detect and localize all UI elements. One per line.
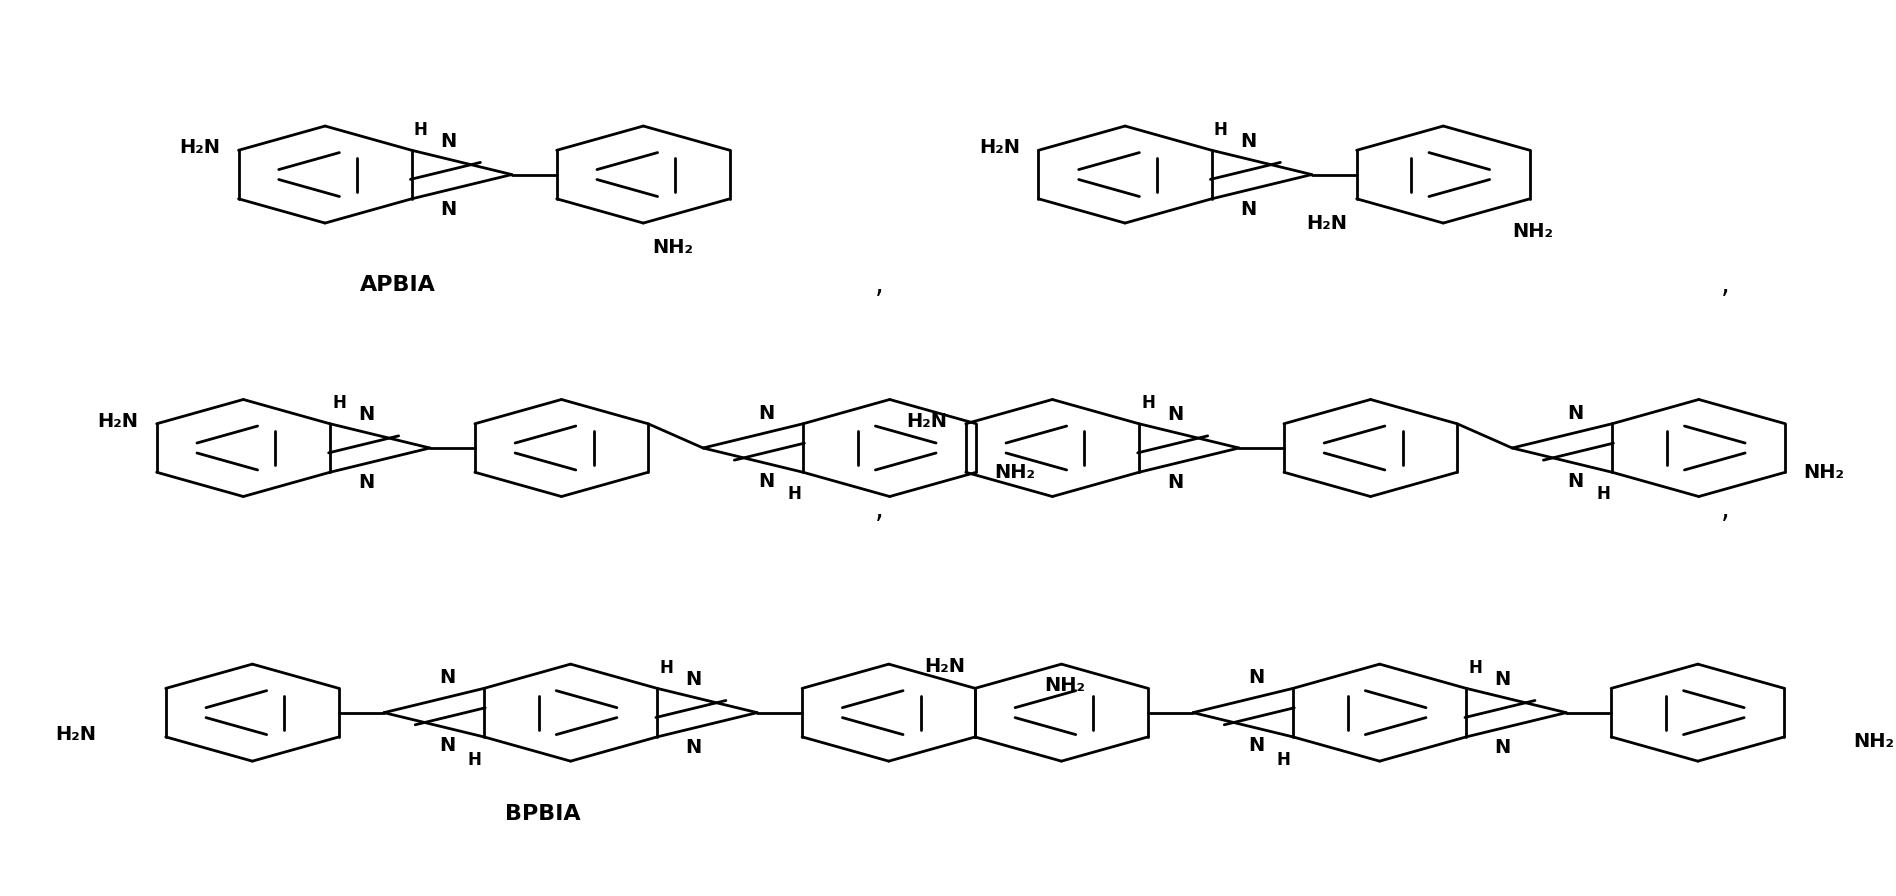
Text: NH₂: NH₂ xyxy=(652,238,694,257)
Text: N: N xyxy=(1494,670,1511,689)
Text: NH₂: NH₂ xyxy=(1803,462,1845,482)
Text: NH₂: NH₂ xyxy=(1045,676,1085,695)
Text: H: H xyxy=(1141,394,1155,412)
Text: ,: , xyxy=(876,271,884,298)
Text: ,: , xyxy=(1722,495,1729,524)
Text: H₂N: H₂N xyxy=(906,411,948,431)
Text: N: N xyxy=(1168,405,1183,425)
Text: H₂N: H₂N xyxy=(97,411,138,431)
Text: H: H xyxy=(1596,486,1610,504)
Text: N: N xyxy=(440,200,457,219)
Text: NH₂: NH₂ xyxy=(1854,732,1894,751)
Text: NH₂: NH₂ xyxy=(995,462,1035,482)
Text: H: H xyxy=(468,751,482,769)
Text: ,: , xyxy=(876,495,884,524)
Text: H₂N: H₂N xyxy=(980,138,1020,157)
Text: N: N xyxy=(1494,738,1511,757)
Text: N: N xyxy=(758,404,775,423)
Text: N: N xyxy=(684,670,702,689)
Text: ,: , xyxy=(1722,271,1729,298)
Text: H: H xyxy=(413,121,428,139)
Text: N: N xyxy=(1249,737,1265,755)
Text: N: N xyxy=(1168,473,1183,492)
Text: H₂N: H₂N xyxy=(55,725,97,744)
Text: N: N xyxy=(684,738,702,757)
Text: H: H xyxy=(332,394,345,412)
Text: BPBIA: BPBIA xyxy=(506,804,580,824)
Text: H: H xyxy=(660,659,673,677)
Text: N: N xyxy=(758,471,775,491)
Text: N: N xyxy=(1240,132,1257,151)
Text: N: N xyxy=(1568,404,1583,423)
Text: N: N xyxy=(440,132,457,151)
Text: H₂N: H₂N xyxy=(1306,214,1348,233)
Text: N: N xyxy=(1249,668,1265,687)
Text: N: N xyxy=(1568,471,1583,491)
Text: H: H xyxy=(1278,751,1291,769)
Text: H: H xyxy=(1468,659,1483,677)
Text: H₂N: H₂N xyxy=(925,657,965,676)
Text: N: N xyxy=(1240,200,1257,219)
Text: N: N xyxy=(440,668,455,687)
Text: H: H xyxy=(1213,121,1229,139)
Text: H: H xyxy=(787,486,800,504)
Text: N: N xyxy=(358,473,374,492)
Text: N: N xyxy=(440,737,455,755)
Text: N: N xyxy=(358,405,374,425)
Text: APBIA: APBIA xyxy=(360,275,436,295)
Text: H₂N: H₂N xyxy=(180,138,220,157)
Text: NH₂: NH₂ xyxy=(1513,222,1553,241)
